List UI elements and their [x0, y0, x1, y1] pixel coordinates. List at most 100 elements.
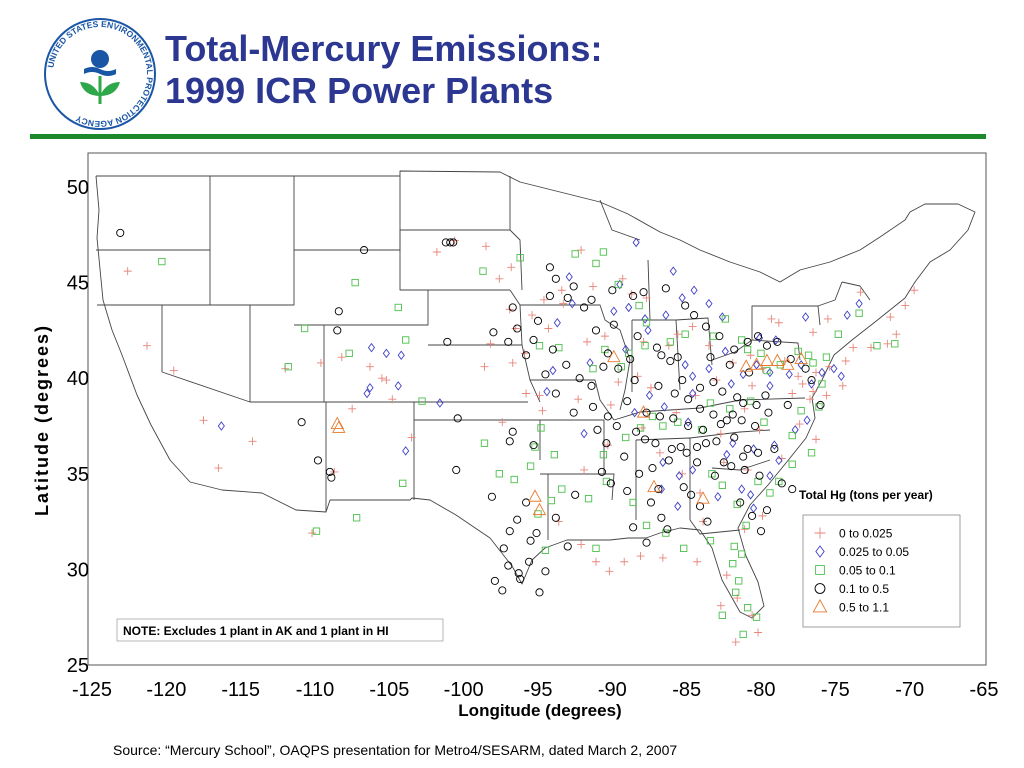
plant-marker-diamond [775, 455, 783, 466]
plant-marker-circle [545, 291, 554, 301]
plant-marker-circle [730, 433, 739, 442]
plant-marker-circle [739, 399, 748, 408]
plant-marker-diamond [727, 379, 735, 389]
plant-marker-plus [620, 557, 629, 566]
legend-entry-label: 0.1 to 0.5 [839, 582, 889, 596]
plant-marker-circle [764, 408, 773, 417]
plant-marker-plus [507, 263, 516, 272]
plant-marker-circle [651, 439, 660, 448]
data-points [116, 228, 919, 647]
plant-marker-square [794, 347, 802, 356]
plant-marker-diamond [382, 348, 390, 359]
legend: 0 to 0.025 0.025 to 0.05 0.05 to 0.1 0.1 to… [802, 514, 961, 628]
plant-marker-plus [522, 389, 531, 398]
plant-marker-circle [490, 576, 499, 585]
plant-marker-circle [756, 527, 766, 536]
plant-marker-square [763, 366, 771, 375]
plant-marker-plus [655, 448, 664, 457]
plant-marker-plus [486, 339, 495, 348]
plant-marker-plus [672, 408, 681, 417]
plant-marker-plus [559, 299, 568, 308]
plant-marker-circle [752, 400, 761, 410]
plant-marker-diamond [689, 465, 697, 475]
plant-marker-plus [407, 433, 416, 442]
plant-marker-circle [773, 337, 782, 346]
plant-marker-square [534, 510, 542, 518]
plant-marker-triangle [770, 353, 785, 366]
plant-marker-circle [526, 536, 535, 545]
plant-marker-plus [498, 418, 507, 427]
plant-marker-circle [770, 444, 779, 453]
plant-marker-circle [639, 288, 648, 297]
legend-entry-label: 0 to 0.025 [839, 527, 893, 541]
plant-marker-plus [535, 391, 544, 400]
plant-marker-plus [388, 395, 397, 404]
plant-marker-plus [754, 628, 763, 637]
plant-marker-circle [657, 513, 666, 522]
plant-marker-circle [529, 441, 538, 450]
chart-axes: -125 -120 -115 -110 -105 -100 -95 -90 -85 -80 -75 -… [67, 177, 999, 701]
plant-marker-plus [450, 236, 459, 245]
plant-marker-circle [446, 238, 455, 247]
plant-marker-plus [495, 274, 504, 283]
plant-marker-circle [642, 538, 651, 547]
plant-marker-plus [603, 441, 612, 450]
y-tick-label: 50 [67, 177, 89, 199]
plant-marker-circle [529, 335, 538, 345]
y-tick-label: 45 [67, 273, 89, 295]
plant-marker-diamond [645, 390, 654, 401]
plant-marker-diamond [367, 342, 376, 353]
plant-marker-square [284, 363, 292, 371]
plant-marker-plus [377, 374, 386, 383]
plant-marker-circle [514, 569, 523, 578]
plant-marker-circle [513, 515, 522, 524]
plant-marker-circle [505, 437, 514, 446]
plant-marker-circle [710, 471, 719, 480]
plant-marker-square [739, 630, 747, 639]
plant-marker-circle [633, 332, 642, 341]
plant-marker-diamond [568, 298, 576, 309]
plant-marker-plus [719, 458, 728, 467]
plant-marker-diamond [802, 312, 810, 322]
plant-marker-triangle [330, 416, 345, 430]
legend-entry-label: 0.5 to 1.1 [839, 601, 889, 615]
plant-marker-circle [505, 527, 514, 536]
plant-marker-plus [577, 540, 586, 549]
plant-marker-square [815, 565, 825, 575]
plant-marker-diamond [766, 381, 774, 391]
plant-marker-square [394, 303, 402, 312]
plant-marker-diamond [632, 237, 640, 248]
plant-marker-circle [762, 506, 771, 515]
y-axis-label: Latitude (degrees) [32, 324, 52, 516]
plant-marker-circle [541, 370, 550, 379]
plant-marker-circle [629, 291, 638, 301]
plant-marker-plus [646, 383, 655, 392]
plant-marker-square [352, 514, 361, 522]
plant-marker-diamond [689, 388, 697, 399]
plant-marker-circle [695, 502, 705, 511]
plant-marker-square [797, 407, 805, 415]
plant-marker-diamond [549, 365, 557, 376]
plant-marker-circle [606, 479, 615, 488]
plant-marker-circle [701, 439, 711, 448]
plant-marker-circle [695, 404, 705, 413]
plant-marker-square [550, 451, 559, 459]
plant-marker-circle [532, 529, 541, 538]
plant-marker-circle [673, 353, 682, 362]
mercury-emissions-chart: -125 -120 -115 -110 -105 -100 -95 -90 -85 -80 -75 -… [32, 152, 999, 720]
plant-marker-plus [627, 290, 636, 299]
plant-marker-square [537, 424, 545, 432]
x-tick-label: -65 [970, 679, 999, 701]
plant-marker-circle [334, 307, 343, 316]
plant-marker-circle [663, 525, 672, 534]
plant-marker-diamond [690, 285, 698, 295]
plant-marker-circle [603, 412, 612, 421]
plant-marker-diamond [363, 388, 371, 399]
plant-marker-square [735, 577, 743, 585]
legend-entry-label: 0.025 to 0.05 [839, 545, 909, 559]
plant-marker-square [743, 345, 752, 354]
plant-marker-triangle [647, 479, 661, 493]
plant-marker-plus [748, 611, 757, 620]
plant-marker-circle [599, 362, 608, 371]
plant-marker-circle [709, 377, 718, 387]
